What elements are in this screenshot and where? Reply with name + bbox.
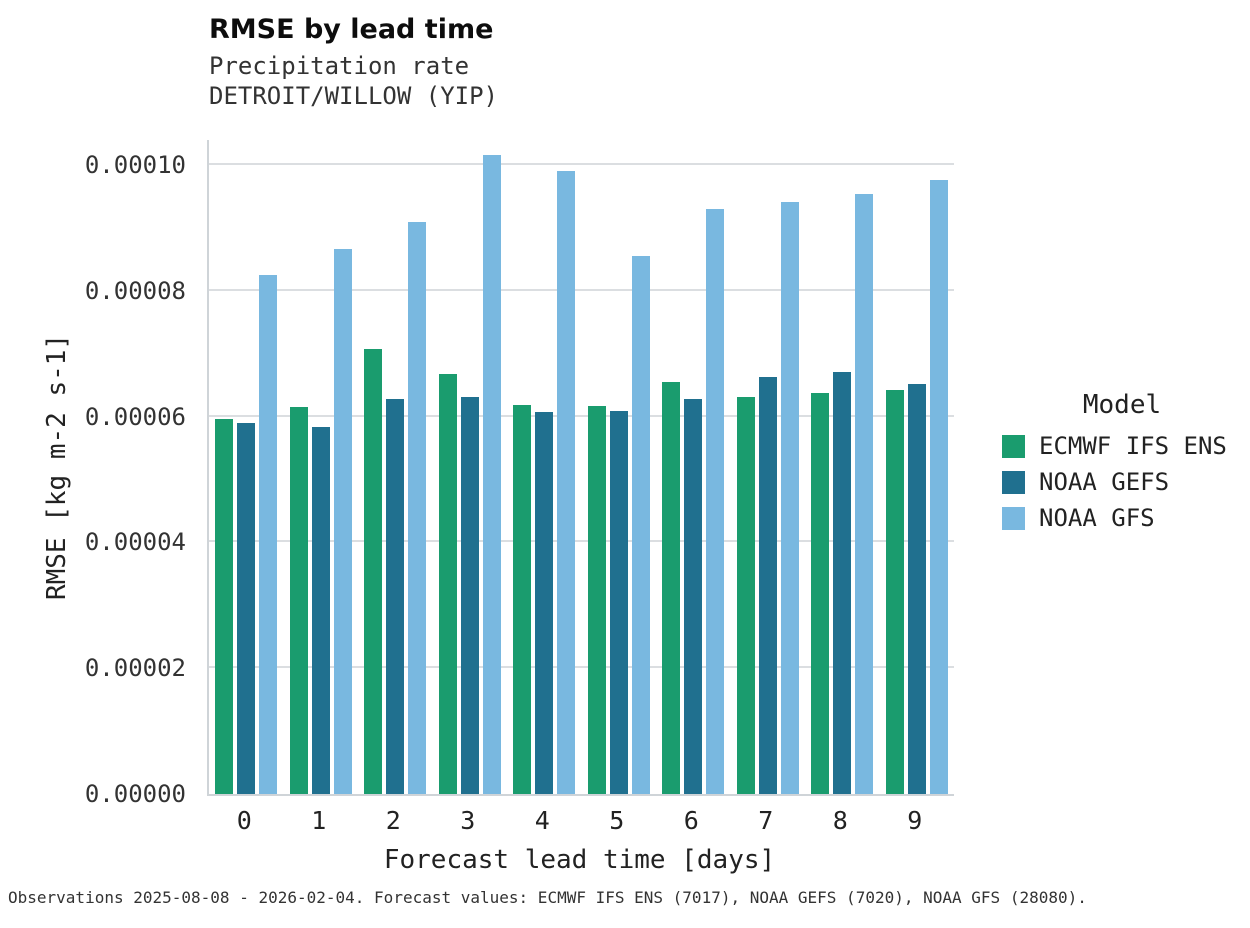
bar-noaa-gfs [855,194,874,794]
legend-swatch [1002,434,1025,458]
bar-noaa-gfs [482,155,501,794]
bar-ecmwf-ifs-ens [587,406,606,794]
bar-group [880,140,955,794]
bar-ecmwf-ifs-ens [513,405,532,794]
bar-noaa-gfs [706,208,725,794]
bar-group [209,140,284,794]
gridline [209,163,954,166]
bar-group [656,140,731,794]
legend-label: ECMWF IFS ENS [1039,432,1227,460]
bar-noaa-gfs [259,275,278,794]
legend-label: NOAA GEFS [1039,468,1170,496]
x-tick-label: 2 [385,806,401,835]
bar-ecmwf-ifs-ens [811,392,830,794]
bar-noaa-gefs [386,399,405,794]
bar-group [284,140,359,794]
bar-group [507,140,582,794]
x-tick-label: 1 [311,806,327,835]
bar-noaa-gfs [780,201,799,794]
bar-ecmwf-ifs-ens [364,349,383,794]
y-tick-label: 0.00008 [84,276,186,305]
x-tick-label: 4 [534,806,550,835]
bar-noaa-gfs [333,249,352,794]
gridline [209,540,954,543]
bar-noaa-gefs [758,377,777,794]
bar-noaa-gfs [557,171,576,794]
y-tick-label: 0.00002 [84,654,186,683]
bar-groups [209,140,954,794]
bar-ecmwf-ifs-ens [662,382,681,794]
bar-noaa-gefs [311,427,330,794]
chart-subtitle-station: DETROIT/WILLOW (YIP) [209,82,498,110]
legend: Model ECMWF IFS ENS NOAA GEFS NOAA GFS [1002,390,1242,536]
bar-ecmwf-ifs-ens [438,373,457,794]
bar-noaa-gefs [833,372,852,794]
bar-group [582,140,657,794]
x-tick-label: 5 [609,806,625,835]
bar-ecmwf-ifs-ens [885,390,904,794]
legend-label: NOAA GFS [1039,504,1155,532]
x-tick-labels: 0 1 2 3 4 5 6 7 8 9 [207,806,952,835]
legend-entry: NOAA GEFS [1002,464,1242,500]
gridline [209,414,954,417]
legend-swatch [1002,506,1025,530]
legend-title: Model [1082,390,1162,420]
footnote: Observations 2025-08-08 - 2026-02-04. Fo… [8,888,1087,907]
bar-ecmwf-ifs-ens [289,407,308,794]
gridline [209,288,954,291]
x-tick-label: 0 [236,806,252,835]
bar-noaa-gfs [631,255,650,794]
bar-noaa-gefs [684,399,703,794]
y-tick-label: 0.00004 [84,528,186,557]
bar-noaa-gfs [408,222,427,794]
legend-entry: ECMWF IFS ENS [1002,428,1242,464]
bar-noaa-gefs [907,384,926,794]
bar-group [805,140,880,794]
gridline-layer [209,140,954,794]
y-tick-labels: 0.00000 0.00002 0.00004 0.00006 0.00008 0.000… [0,140,196,808]
bar-noaa-gfs [929,179,948,794]
bar-noaa-gefs [535,412,554,794]
bar-ecmwf-ifs-ens [215,418,234,794]
y-tick-label: 0.00010 [84,151,186,180]
legend-swatch [1002,470,1025,494]
x-tick-label: 9 [907,806,923,835]
bar-noaa-gefs [237,422,256,794]
plot-area [207,140,954,796]
bar-group [731,140,806,794]
bar-ecmwf-ifs-ens [736,397,755,794]
bar-noaa-gefs [460,397,479,794]
bar-group [358,140,433,794]
bar-group [433,140,508,794]
bar-noaa-gefs [609,411,628,794]
x-tick-label: 7 [758,806,774,835]
x-tick-label: 3 [460,806,476,835]
y-tick-label: 0.00006 [84,402,186,431]
x-tick-label: 8 [832,806,848,835]
y-tick-label: 0.00000 [84,780,186,808]
legend-entries: ECMWF IFS ENS NOAA GEFS NOAA GFS [1002,428,1242,536]
chart-title: RMSE by lead time [209,14,494,45]
legend-entry: NOAA GFS [1002,500,1242,536]
chart-subtitle-variable: Precipitation rate [209,52,470,80]
gridline [209,666,954,669]
x-axis-title: Forecast lead time [days] [383,845,776,875]
x-tick-label: 6 [683,806,699,835]
